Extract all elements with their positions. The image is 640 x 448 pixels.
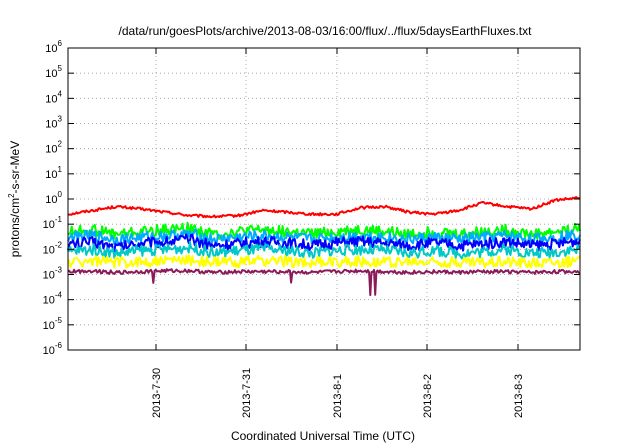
y-tick-label: 10-3 (43, 266, 63, 282)
series-lines (67, 196, 581, 297)
y-tick-label: 10-4 (43, 291, 63, 307)
y-axis-label: protons/cm2-s-sr-MeV (7, 141, 22, 257)
x-tick-label: 2013-7-31 (241, 368, 253, 418)
series-line-1 (67, 196, 581, 219)
x-tick-label: 2013-8-1 (332, 374, 344, 418)
series-line-7 (67, 268, 580, 297)
y-tick-label: 10-2 (43, 240, 63, 256)
x-axis-label: Coordinated Universal Time (UTC) (231, 429, 415, 443)
y-tick-label: 102 (45, 140, 62, 156)
x-tick-label: 2013-7-30 (151, 368, 163, 418)
y-tick-label: 103 (45, 115, 62, 131)
series-line-5 (67, 240, 581, 260)
chart-title: /data/run/goesPlots/archive/2013-08-03/1… (119, 24, 533, 38)
y-tick-labels: 10-6 10-5 10-4 10-3 10-2 10-1 100 101 102 103 104 1… (43, 39, 63, 357)
y-tick-label: 106 (45, 39, 62, 55)
grid-lines (68, 48, 580, 350)
y-tick-label: 10-6 (43, 341, 63, 357)
x-tick-labels: 2013-7-30 2013-7-31 2013-8-1 2013-8-2 2013-8… (151, 368, 525, 418)
axis-ticks (68, 47, 580, 351)
y-tick-label: 105 (45, 64, 62, 80)
y-tick-label: 10-1 (43, 215, 63, 231)
y-tick-label: 104 (45, 89, 62, 105)
y-tick-label: 100 (45, 190, 62, 206)
y-tick-label: 101 (45, 165, 62, 181)
series-line-4 (67, 233, 581, 253)
series-line-3 (67, 228, 581, 246)
series-line-6 (67, 254, 581, 269)
x-tick-label: 2013-8-3 (513, 374, 525, 418)
x-tick-label: 2013-8-2 (422, 374, 434, 418)
y-tick-label: 10-5 (43, 316, 63, 332)
